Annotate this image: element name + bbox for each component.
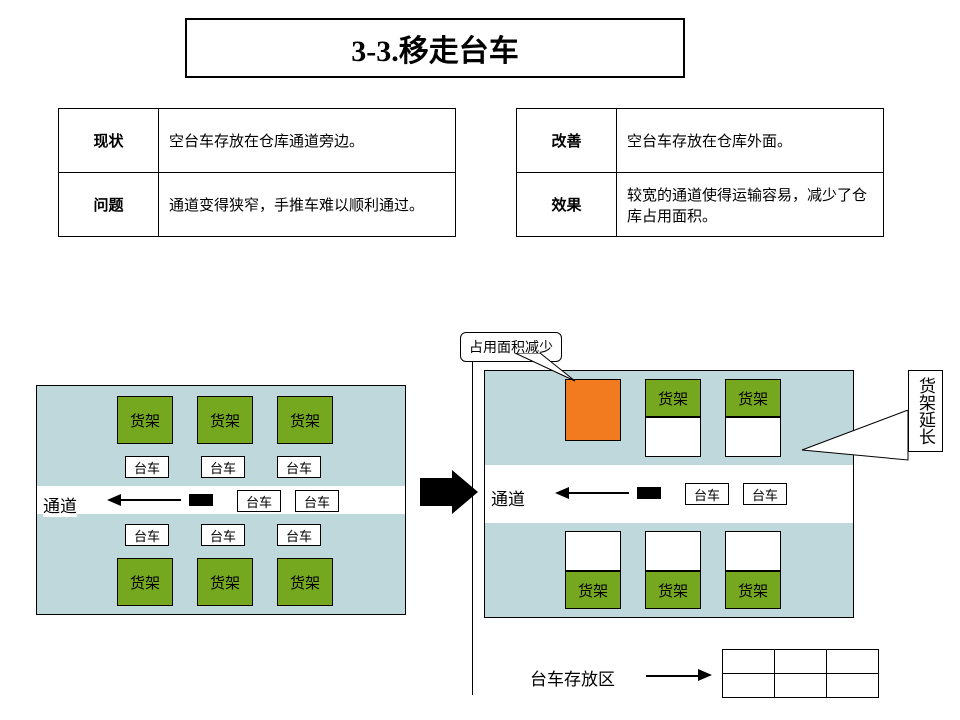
rack-highlight [565, 379, 621, 441]
rack-extension [725, 417, 781, 457]
black-block [637, 487, 661, 499]
cart: 台车 [125, 456, 169, 478]
rack-extension [725, 531, 781, 571]
tl-r1v: 空台车存放在仓库通道旁边。 [159, 109, 456, 173]
rack-extension [645, 417, 701, 457]
arrow-line [121, 499, 181, 501]
cart: 台车 [277, 524, 321, 546]
cart: 台车 [277, 456, 321, 478]
rack-extension [645, 531, 701, 571]
cart: 台车 [125, 524, 169, 546]
cart: 台车 [685, 483, 729, 505]
arrow-icon [698, 669, 712, 681]
storage-grid [722, 649, 879, 698]
warehouse-after: 货架 货架 通道 台车 台车 货架 货架 货架 [484, 370, 854, 618]
callout-tail-icon [510, 353, 590, 383]
tl-r2v: 通道变得狭窄，手推车难以顺利通过。 [159, 173, 456, 237]
side-label-tail-icon [800, 410, 910, 490]
tr-r1v: 空台车存放在仓库外面。 [617, 109, 884, 173]
passage-label: 通道 [43, 492, 77, 517]
arrow-line [646, 675, 698, 677]
arrow-line [569, 492, 629, 494]
cart: 台车 [201, 456, 245, 478]
title-text: 3-3.移走台车 [351, 26, 519, 70]
table-left: 现状 空台车存放在仓库通道旁边。 问题 通道变得狭窄，手推车难以顺利通过。 [58, 108, 456, 237]
tl-r2h: 问题 [59, 173, 159, 237]
page-title: 3-3.移走台车 [185, 18, 685, 78]
arrow-icon [555, 487, 569, 499]
rack: 货架 [117, 558, 173, 606]
rack: 货架 [197, 396, 253, 444]
rack: 货架 [117, 396, 173, 444]
rack: 货架 [565, 571, 621, 609]
rack: 货架 [277, 558, 333, 606]
tr-r2h: 效果 [517, 173, 617, 237]
cart: 台车 [237, 490, 281, 512]
rack-extension [565, 531, 621, 571]
cart: 台车 [201, 524, 245, 546]
tl-r1h: 现状 [59, 109, 159, 173]
rack: 货架 [725, 571, 781, 609]
cart: 台车 [743, 483, 787, 505]
table-right: 改善 空台车存放在仓库外面。 效果 较宽的通道使得运输容易，减少了仓库占用面积。 [516, 108, 884, 237]
warehouse-before: 货架 货架 货架 台车 台车 台车 通道 台车 台车 台车 台车 台车 货架 货… [36, 385, 406, 615]
rack: 货架 [645, 571, 701, 609]
tr-r1h: 改善 [517, 109, 617, 173]
rack: 货架 [725, 379, 781, 417]
rack: 货架 [277, 396, 333, 444]
passage-label: 通道 [491, 485, 525, 510]
black-block [189, 494, 213, 506]
tr-r2v: 较宽的通道使得运输容易，减少了仓库占用面积。 [617, 173, 884, 237]
side-label-rack-extend: 货架延长 [908, 370, 943, 452]
arrow-icon [107, 494, 121, 506]
rack: 货架 [197, 558, 253, 606]
divider-line [472, 353, 473, 695]
rack: 货架 [645, 379, 701, 417]
storage-label: 台车存放区 [530, 665, 615, 690]
cart: 台车 [295, 490, 339, 512]
